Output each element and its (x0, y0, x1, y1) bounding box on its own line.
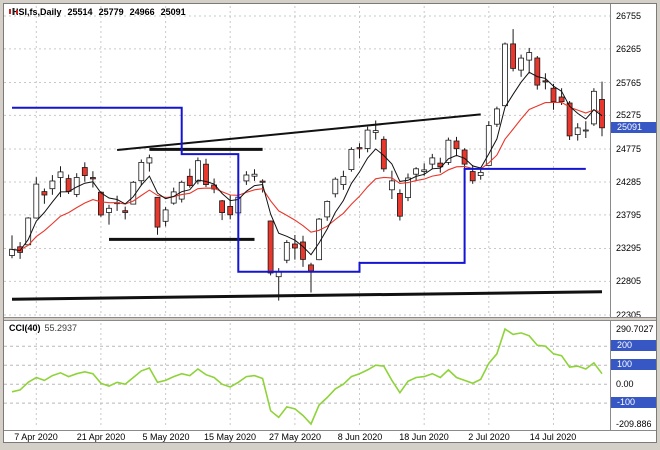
time-axis-label: 15 May 2020 (203, 432, 257, 442)
time-axis-label: 2 Jul 2020 (468, 432, 510, 442)
cci-name: CCI(40) (9, 323, 41, 333)
cci-panel[interactable]: CCI(40) 55.2937 (4, 321, 610, 430)
cci-chart-canvas[interactable] (4, 321, 610, 430)
low-value: 24966 (129, 7, 155, 17)
price-tick-label: 23295 (616, 243, 642, 253)
cci-scale[interactable]: 290.7027 0.00 -209.886 200 100 -100 (610, 321, 656, 430)
time-axis-label: 18 Jun 2020 (399, 432, 449, 442)
chart-window: HSI,fs,Daily 25514 25779 24966 25091 267… (3, 3, 657, 443)
price-tick-label: 23795 (616, 210, 642, 220)
chart-title: HSI,fs,Daily 25514 25779 24966 25091 (9, 7, 186, 17)
cci-grid-layer (4, 323, 610, 428)
time-axis-label: 5 May 2020 (142, 432, 190, 442)
price-tick-label: 26265 (616, 44, 642, 54)
cci-level-badge: -100 (611, 397, 656, 408)
price-tick-label: 26755 (616, 11, 642, 21)
price-tick-label: 25275 (616, 110, 642, 120)
moving-averages-layer (11, 71, 603, 256)
cci-scale-label: 0.00 (616, 379, 634, 389)
price-panel[interactable]: HSI,fs,Daily 25514 25779 24966 25091 (4, 4, 610, 317)
cci-level-badge: 200 (611, 340, 656, 351)
open-value: 25514 (67, 7, 93, 17)
current-price-badge: 25091 (611, 122, 656, 133)
cci-current-value: 55.2937 (44, 323, 78, 333)
panel-separator[interactable] (4, 317, 656, 321)
price-tick-label: 22805 (616, 276, 642, 286)
drawn-objects-layer[interactable] (11, 106, 603, 301)
time-axis-label: 8 Jun 2020 (337, 432, 383, 442)
close-value: 25091 (160, 7, 186, 17)
grid-layer (4, 6, 610, 316)
price-scale[interactable]: 26755 26265 25765 25275 24775 24285 23795 23295… (610, 4, 656, 320)
time-axis-label: 14 Jul 2020 (529, 432, 577, 442)
time-axis[interactable]: 7 Apr 2020 21 Apr 2020 5 May 2020 15 May 20… (4, 430, 656, 442)
time-axis-label: 27 May 2020 (268, 432, 322, 442)
high-value: 25779 (98, 7, 124, 17)
price-tick-label: 24775 (616, 144, 642, 154)
cci-level-badge: 100 (611, 359, 656, 370)
time-axis-label: 21 Apr 2020 (76, 432, 126, 442)
symbol-timeframe-label: HSI,fs,Daily (12, 7, 62, 17)
candles-layer (9, 29, 605, 301)
cci-scale-label: 290.7027 (616, 324, 654, 334)
cci-line (11, 327, 603, 426)
price-tick-label: 24285 (616, 177, 642, 187)
cci-scale-label: -209.886 (616, 419, 652, 429)
cci-indicator-label: CCI(40) 55.2937 (9, 323, 77, 333)
price-tick-label: 25765 (616, 78, 642, 88)
price-tick-label: 22305 (616, 310, 642, 320)
time-axis-label: 7 Apr 2020 (14, 432, 58, 442)
price-chart-canvas[interactable] (4, 4, 610, 317)
